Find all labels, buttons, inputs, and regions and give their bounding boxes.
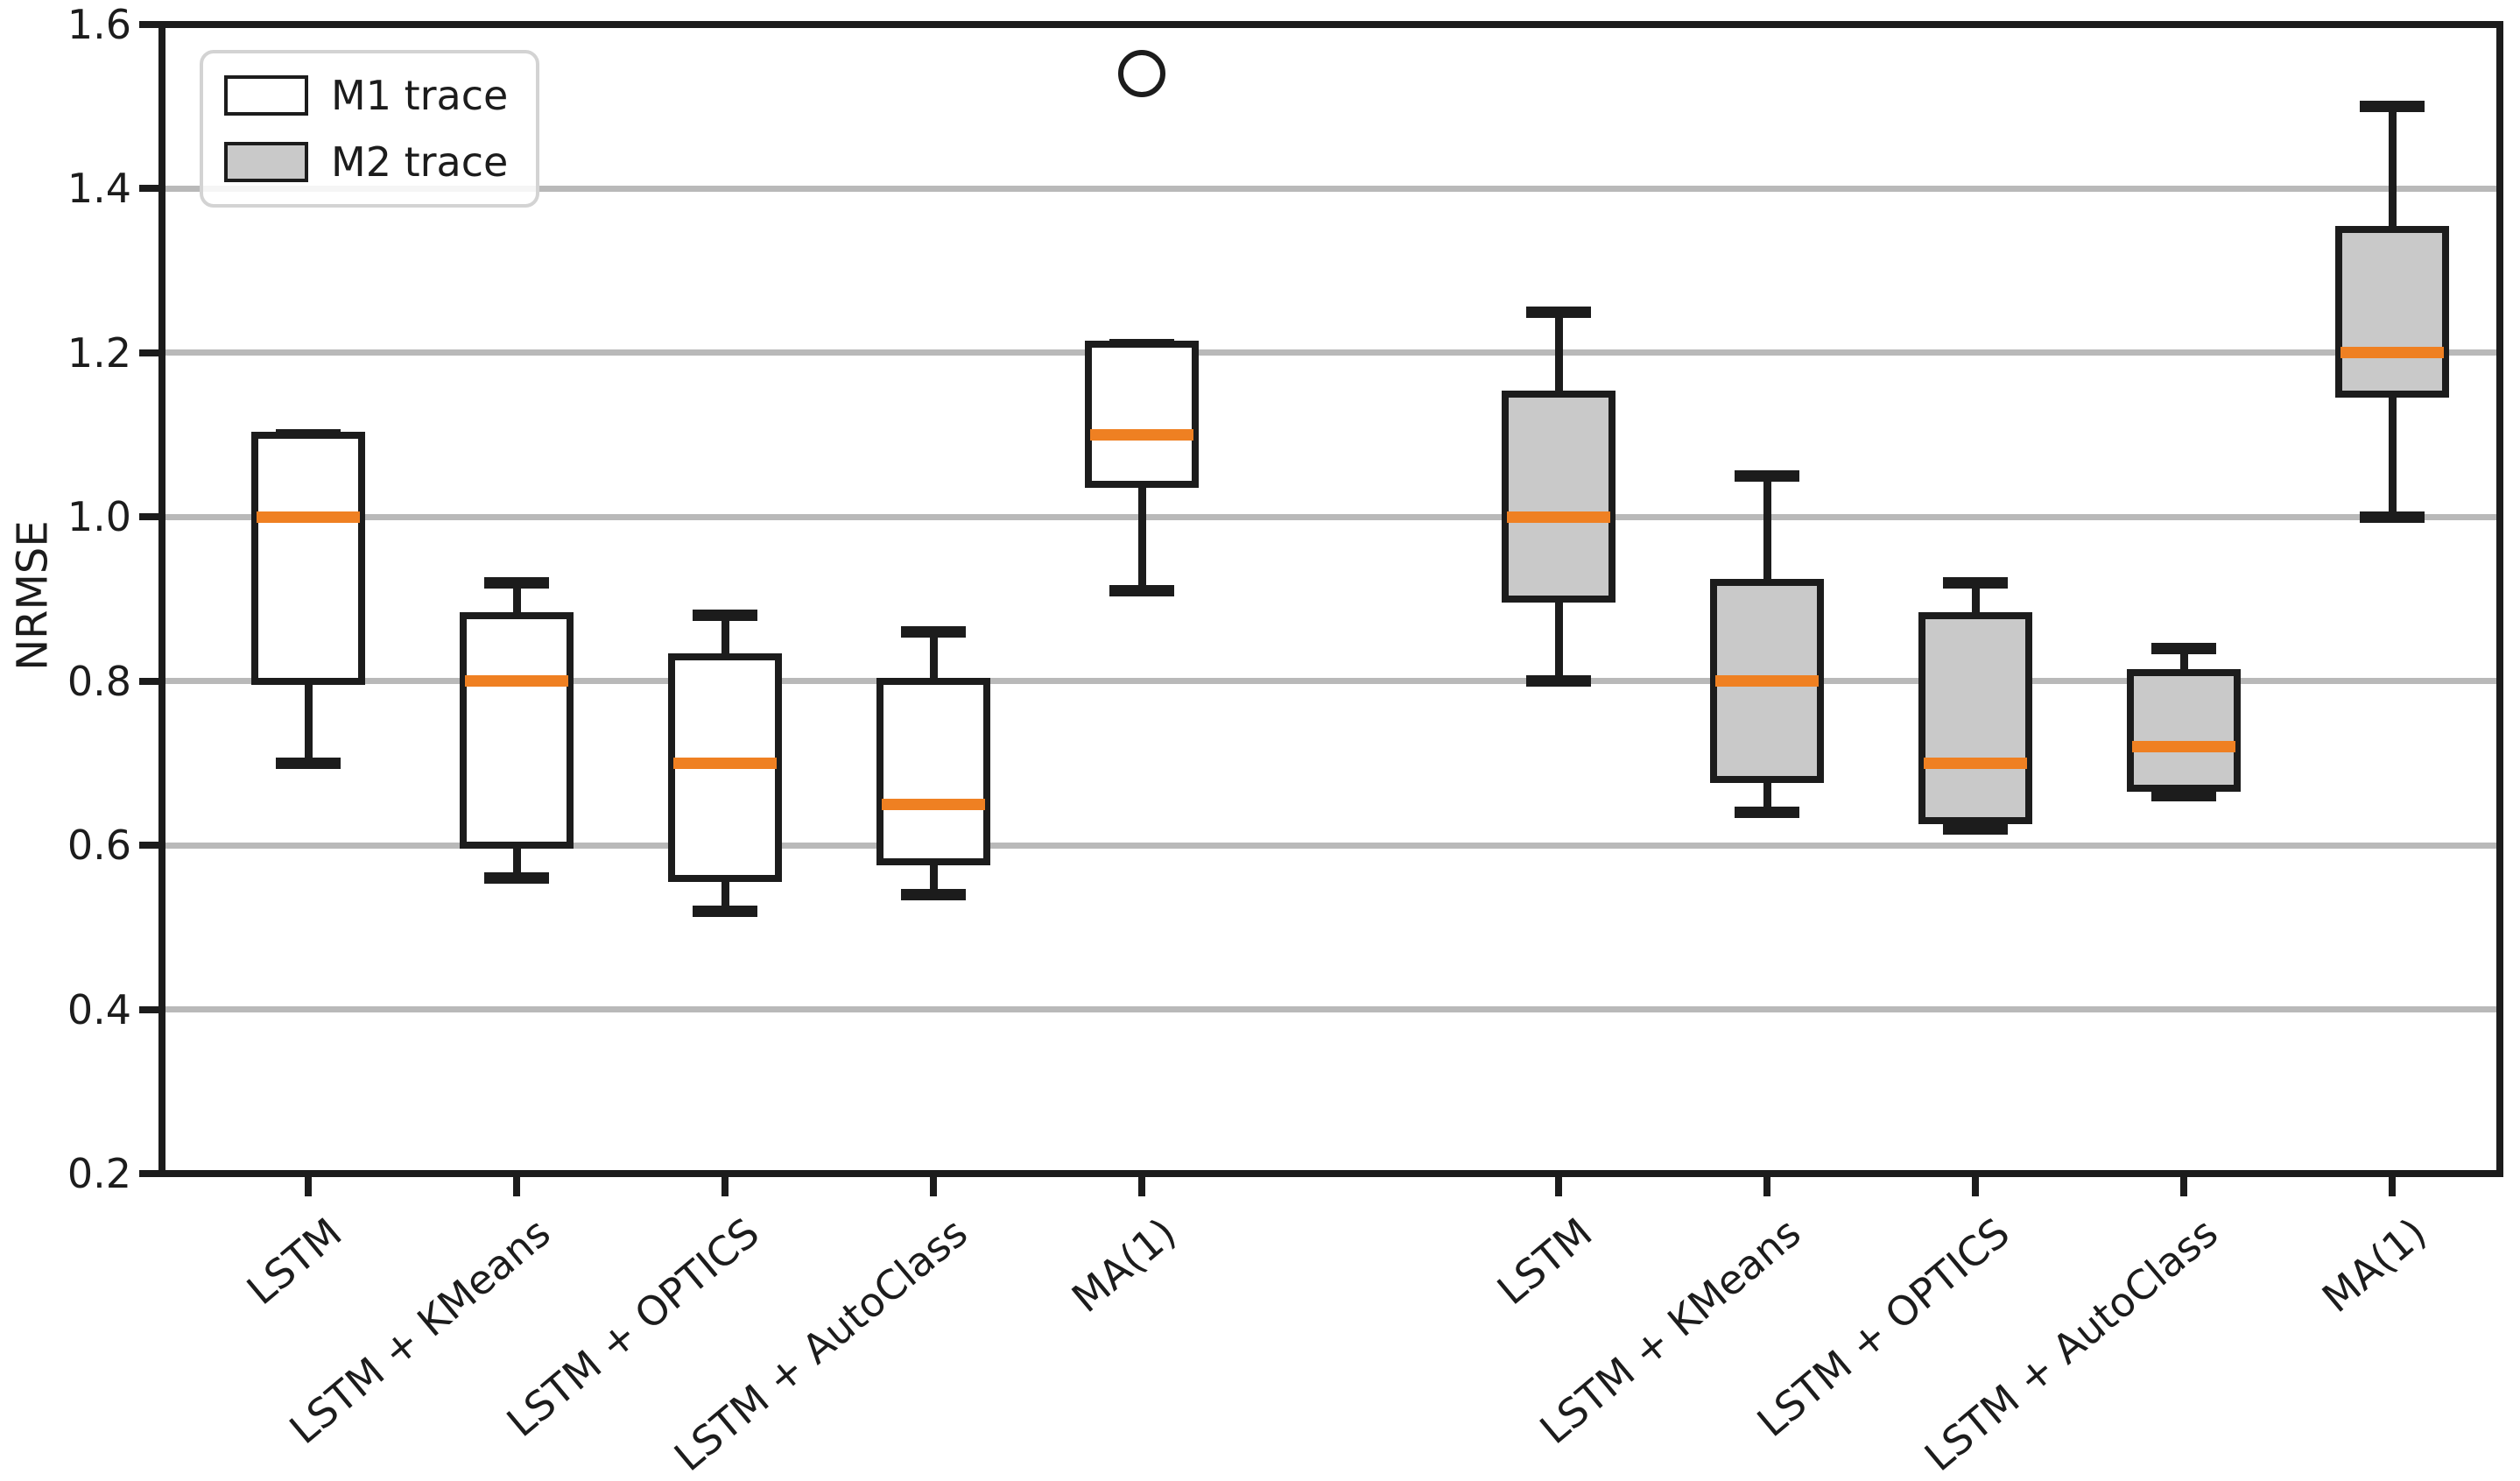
whisker-cap-low-ma-1-m2-trace	[2360, 511, 2425, 523]
box-ma-1-m2-trace	[2335, 226, 2450, 398]
median-lstm-optics-m2-trace	[1924, 757, 2028, 769]
whisker-cap-high-lstm-autoclass-m1-trace	[901, 625, 967, 638]
x-tick-lstm-kmeans-m1-trace	[513, 1177, 521, 1196]
median-ma-1-m1-trace	[1090, 429, 1194, 441]
whisker-cap-high-lstm-optics-m1-trace	[693, 610, 758, 622]
box-lstm-optics-m2-trace	[1918, 611, 2033, 825]
outlier-ma-1-m1-trace-0	[1118, 50, 1166, 98]
x-tick-lstm-optics-m1-trace	[722, 1177, 729, 1196]
legend-item-m1: M1 trace	[224, 74, 536, 117]
y-tick-label-1.0: 1.0	[67, 493, 131, 541]
y-tick-label-1.2: 1.2	[67, 328, 131, 377]
axes-frame	[158, 21, 2503, 1177]
legend-item-m2: M2 trace	[224, 140, 536, 184]
y-tick-0.2	[139, 1170, 158, 1177]
x-tick-lstm-kmeans-m2-trace	[1763, 1177, 1771, 1196]
x-tick-label-ma-1-m2-trace: MA(1)	[2312, 1209, 2435, 1322]
legend-label-m2: M2 trace	[331, 138, 509, 186]
whisker-cap-high-lstm-m2-trace	[1526, 306, 1592, 318]
whisker-cap-low-lstm-autoclass-m2-trace	[2151, 790, 2217, 802]
box-lstm-m2-trace	[1502, 390, 1616, 603]
median-lstm-autoclass-m2-trace	[2132, 741, 2236, 753]
y-tick-1.0	[139, 513, 158, 521]
y-tick-1.6	[139, 21, 158, 28]
whisker-cap-low-lstm-optics-m2-trace	[1943, 822, 2009, 835]
legend: M1 trace M2 trace	[200, 50, 539, 208]
x-tick-lstm-autoclass-m2-trace	[2180, 1177, 2188, 1196]
y-axis-title: NRMSE	[9, 520, 58, 671]
gridline-0.4	[162, 1006, 2500, 1013]
box-ma-1-m1-trace	[1085, 341, 1200, 488]
y-tick-label-0.6: 0.6	[67, 822, 131, 870]
x-tick-label-ma-1-m1-trace: MA(1)	[1062, 1209, 1185, 1322]
median-lstm-kmeans-m1-trace	[465, 675, 569, 688]
y-tick-label-1.4: 1.4	[67, 165, 131, 213]
y-tick-1.2	[139, 349, 158, 356]
median-lstm-m2-trace	[1507, 511, 1611, 523]
y-tick-0.8	[139, 677, 158, 685]
median-ma-1-m2-trace	[2341, 347, 2445, 359]
x-tick-lstm-autoclass-m1-trace	[930, 1177, 938, 1196]
y-tick-label-1.6: 1.6	[67, 1, 131, 48]
gridline-0.6	[162, 842, 2500, 849]
y-tick-label-0.4: 0.4	[67, 985, 131, 1033]
whisker-cap-high-lstm-kmeans-m2-trace	[1735, 469, 1800, 482]
whisker-cap-low-lstm-m1-trace	[276, 757, 341, 769]
whisker-cap-high-lstm-autoclass-m2-trace	[2151, 642, 2217, 654]
whisker-cap-high-lstm-kmeans-m1-trace	[484, 576, 550, 589]
box-lstm-autoclass-m1-trace	[876, 677, 991, 865]
whisker-cap-low-lstm-kmeans-m1-trace	[484, 872, 550, 885]
whisker-cap-low-lstm-optics-m1-trace	[693, 905, 758, 917]
median-lstm-kmeans-m2-trace	[1715, 675, 1820, 688]
y-tick-label-0.2: 0.2	[67, 1150, 131, 1197]
x-tick-ma-1-m2-trace	[2389, 1177, 2397, 1196]
x-tick-lstm-m2-trace	[1555, 1177, 1563, 1196]
gridline-1.2	[162, 349, 2500, 356]
gridline-1.0	[162, 513, 2500, 520]
box-lstm-m1-trace	[251, 431, 366, 685]
x-tick-label-lstm-m1-trace: LSTM	[238, 1209, 351, 1315]
whisker-cap-low-lstm-autoclass-m1-trace	[901, 888, 967, 900]
y-tick-0.4	[139, 1005, 158, 1013]
x-tick-label-lstm-m2-trace: LSTM	[1489, 1209, 1601, 1315]
x-tick-ma-1-m1-trace	[1138, 1177, 1146, 1196]
whisker-cap-low-lstm-m2-trace	[1526, 675, 1592, 688]
box-lstm-autoclass-m2-trace	[2127, 669, 2242, 792]
m2-trace-swatch-icon	[224, 142, 308, 182]
y-tick-0.6	[139, 842, 158, 850]
whisker-cap-high-lstm-optics-m2-trace	[1943, 576, 2009, 589]
median-lstm-autoclass-m1-trace	[882, 798, 986, 810]
whisker-cap-low-lstm-kmeans-m2-trace	[1735, 807, 1800, 819]
legend-label-m1: M1 trace	[331, 72, 509, 119]
gridline-0.8	[162, 678, 2500, 685]
whisker-cap-high-ma-1-m2-trace	[2360, 101, 2425, 113]
y-tick-label-0.8: 0.8	[67, 657, 131, 705]
gridline-1.4	[162, 185, 2500, 192]
m1-trace-swatch-icon	[224, 75, 308, 116]
x-tick-lstm-m1-trace	[305, 1177, 313, 1196]
box-lstm-kmeans-m1-trace	[460, 611, 574, 850]
x-tick-lstm-optics-m2-trace	[1972, 1177, 1980, 1196]
median-lstm-optics-m1-trace	[673, 757, 778, 769]
median-lstm-m1-trace	[257, 511, 361, 523]
whisker-cap-low-ma-1-m1-trace	[1109, 585, 1175, 597]
y-tick-1.4	[139, 185, 158, 193]
